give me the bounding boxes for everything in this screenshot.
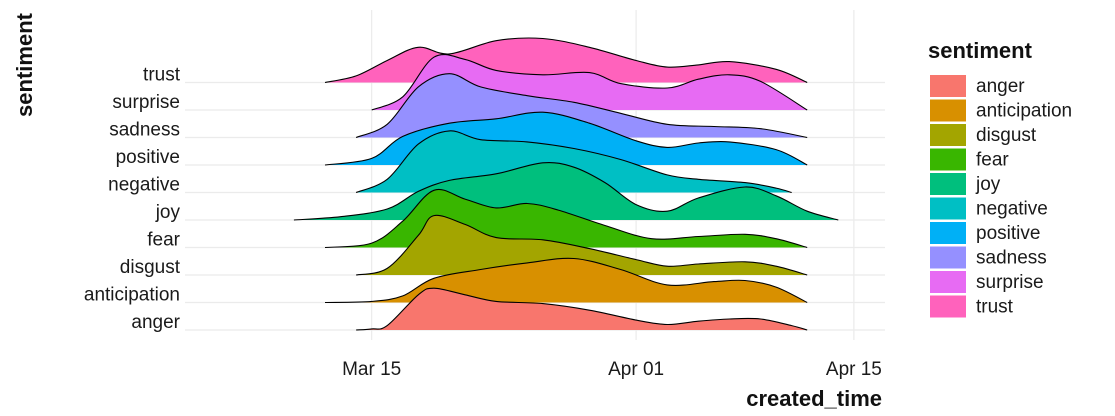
y-axis-title: sentiment (12, 12, 37, 117)
legend-swatch-surprise (930, 271, 966, 293)
legend-label-surprise: surprise (976, 272, 1044, 293)
y-tick-anger: anger (131, 312, 180, 333)
legend-label-anticipation: anticipation (976, 101, 1072, 122)
legend-label-fear: fear (976, 150, 1009, 171)
legend-swatch-trust (930, 295, 966, 318)
legend-label-trust: trust (976, 297, 1014, 318)
legend-label-negative: negative (976, 199, 1048, 220)
legend-title: sentiment (928, 38, 1033, 63)
x-tick-1: Apr 01 (608, 359, 664, 380)
legend-label-disgust: disgust (976, 125, 1037, 146)
ridge-line-anger (356, 287, 808, 331)
x-axis-title: created_time (746, 386, 882, 411)
ridge-line-positive (324, 111, 808, 166)
ridge-line-surprise (371, 54, 808, 111)
y-tick-surprise: surprise (112, 92, 180, 113)
x-tick-2: Apr 15 (826, 359, 882, 380)
legend-swatch-positive (930, 222, 966, 244)
ridge-fill-negative (356, 130, 792, 193)
y-tick-negative: negative (108, 175, 180, 196)
legend-label-sadness: sadness (976, 248, 1047, 269)
legend-label-positive: positive (976, 223, 1040, 244)
ridge-line-fear (324, 188, 808, 249)
y-tick-joy: joy (155, 202, 181, 223)
legend-swatch-sadness (930, 246, 966, 269)
x-tick-labels: Mar 15 Apr 01 Apr 15 (342, 359, 882, 380)
legend-swatch-anticipation (930, 99, 966, 122)
legend-swatch-disgust (930, 124, 966, 146)
ridge-line-anticipation (324, 257, 808, 304)
legend-swatch-joy (930, 173, 966, 195)
legend-swatch-anger (930, 75, 966, 97)
y-tick-labels: anger anticipation disgust fear joy negative p… (84, 65, 181, 334)
legend-label-joy: joy (975, 174, 1001, 195)
y-tick-trust: trust (143, 65, 181, 86)
legend: sentiment anger anticipation disgust fear jo… (928, 38, 1072, 318)
ridge-line-sadness (355, 73, 808, 139)
ridge-fill-disgust (356, 215, 808, 275)
legend-label-anger: anger (976, 76, 1025, 97)
ridge-line-negative (355, 130, 792, 194)
ridge-line-disgust (355, 214, 808, 276)
y-tick-sadness: sadness (109, 120, 180, 141)
ridge-line-joy (293, 161, 839, 221)
y-tick-anticipation: anticipation (84, 285, 180, 306)
y-tick-positive: positive (116, 147, 180, 168)
y-tick-fear: fear (147, 230, 180, 251)
legend-swatch-negative (930, 197, 966, 220)
y-tick-disgust: disgust (120, 257, 181, 278)
legend-swatch-fear (930, 148, 966, 171)
ridges-layer (293, 37, 839, 331)
x-tick-0: Mar 15 (342, 359, 401, 380)
ridge-line-trust (324, 37, 808, 84)
